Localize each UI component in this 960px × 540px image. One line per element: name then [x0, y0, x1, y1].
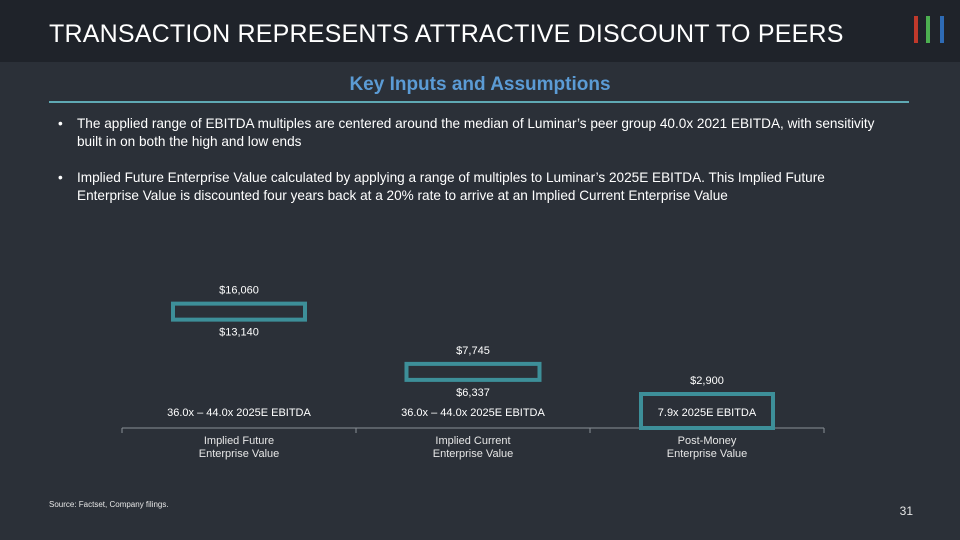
low-value-label: $6,337: [456, 387, 490, 399]
subtitle-divider: [49, 101, 909, 103]
range-bar: [404, 361, 542, 382]
category-label: Post-Money: [678, 435, 737, 447]
category-label: Implied Future: [204, 435, 274, 447]
high-value-label: $16,060: [219, 285, 259, 297]
category-label: Enterprise Value: [433, 448, 514, 460]
category-label: Enterprise Value: [199, 448, 280, 460]
bullet-item: • Implied Future Enterprise Value calcula…: [58, 169, 878, 205]
multiple-label: 36.0x – 44.0x 2025E EBITDA: [401, 407, 545, 419]
logo-blue-bar: [940, 16, 944, 43]
multiple-label: 36.0x – 44.0x 2025E EBITDA: [167, 407, 311, 419]
title-bar: TRANSACTION REPRESENTS ATTRACTIVE DISCOU…: [0, 0, 960, 62]
multiple-label: 7.9x 2025E EBITDA: [658, 407, 757, 419]
bullet-text: Implied Future Enterprise Value calculat…: [77, 170, 825, 203]
logo-green-bar: [926, 16, 930, 43]
assumption-bullets: • The applied range of EBITDA multiples a…: [58, 115, 878, 223]
section-subtitle: Key Inputs and Assumptions: [349, 74, 611, 95]
range-bar: [639, 392, 775, 430]
high-value-label: $7,745: [456, 345, 490, 357]
category-label: Implied Current: [435, 435, 510, 447]
source-note: Source: Factset, Company filings.: [49, 500, 169, 509]
bullet-item: • The applied range of EBITDA multiples a…: [58, 115, 878, 151]
page-title: TRANSACTION REPRESENTS ATTRACTIVE DISCOU…: [49, 20, 844, 48]
range-bar: [171, 301, 307, 322]
page-number: 31: [899, 504, 913, 518]
bullet-marker: •: [58, 116, 63, 131]
high-value-label: $2,900: [690, 375, 724, 387]
low-value-label: $13,140: [219, 327, 259, 339]
category-label: Enterprise Value: [667, 448, 748, 460]
bullet-marker: •: [58, 170, 63, 185]
bullet-text: The applied range of EBITDA multiples ar…: [77, 116, 875, 149]
logo-red-bar: [914, 16, 918, 43]
